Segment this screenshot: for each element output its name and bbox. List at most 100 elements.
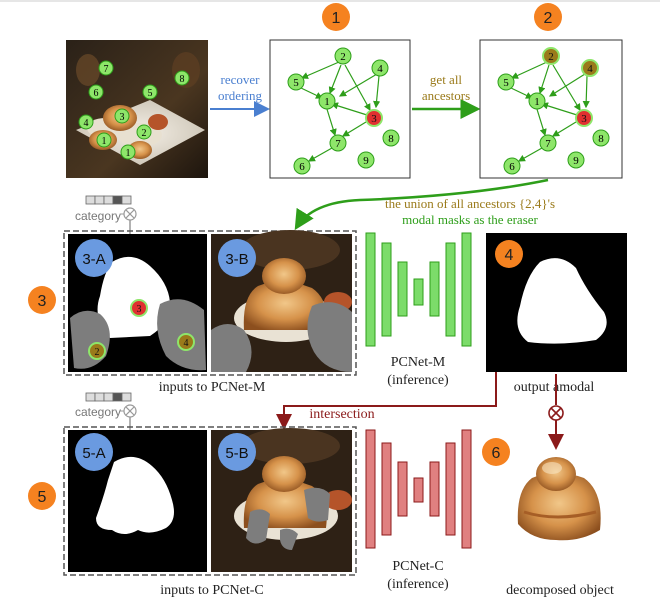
svg-text:6: 6 [94, 88, 99, 99]
union-eraser-arrow [294, 178, 549, 231]
graph2-node-8: 8 [592, 129, 610, 147]
category-embedding-top: category [75, 195, 137, 270]
union-label-2: modal masks as the eraser [402, 212, 538, 227]
pcnet-c-network [365, 429, 472, 549]
recover-label-1: recover [221, 72, 261, 87]
pcnet-m-sub-label: (inference) [387, 373, 449, 388]
decomposed-object-label: decomposed object [506, 583, 614, 598]
photo-node: 8 [174, 70, 190, 86]
graph2-node-9: 9 [567, 151, 585, 169]
svg-text:5-B: 5-B [225, 445, 248, 462]
panel-3b-erased-image: 3-B [211, 230, 352, 372]
svg-text:3-B: 3-B [225, 251, 248, 268]
svg-text:7: 7 [104, 64, 109, 75]
photo-node: 1 [120, 144, 136, 160]
step-2-badge: 2 [534, 3, 562, 31]
graph-node-5: 5 [287, 73, 305, 91]
graph-node-9: 9 [357, 151, 375, 169]
graph-node-1: 1 [318, 92, 336, 110]
svg-text:category: category [75, 405, 121, 419]
photo-node: 6 [88, 84, 104, 100]
svg-text:1: 1 [102, 136, 107, 147]
svg-text:1: 1 [126, 148, 131, 159]
photo-node: 7 [98, 60, 114, 76]
svg-text:2: 2 [95, 347, 100, 358]
graph-node-3: 3 [365, 109, 383, 127]
svg-text:9: 9 [573, 155, 579, 167]
panel-3a-modal-mask: 3 2 4 3-A [68, 234, 207, 372]
output-amodal-label: output amodal [514, 380, 595, 395]
inputs-pcnet-c-label: inputs to PCNet-C [160, 583, 263, 598]
svg-text:4: 4 [505, 247, 514, 264]
pcnet-m-label: PCNet-M [391, 355, 446, 370]
svg-text:3: 3 [137, 304, 142, 315]
svg-text:1: 1 [324, 96, 330, 108]
svg-text:9: 9 [363, 155, 369, 167]
svg-text:5: 5 [38, 489, 47, 506]
pcnet-c-input-frame [63, 426, 357, 576]
svg-text:4: 4 [184, 338, 189, 349]
photo-node: 2 [136, 124, 152, 140]
recover-label-2: ordering [218, 88, 263, 103]
input-photo [66, 40, 208, 178]
svg-text:4: 4 [377, 63, 383, 75]
step-5-badge: 5 [28, 482, 56, 510]
category-embedding-bottom: category [75, 392, 137, 488]
svg-text:7: 7 [545, 138, 551, 150]
output-amodal-mask [486, 233, 627, 372]
pcnet-c-label: PCNet-C [392, 559, 443, 574]
graph-node-6: 6 [293, 157, 311, 175]
graph-node-4: 4 [371, 59, 389, 77]
step-6-badge: 6 [482, 438, 510, 466]
svg-text:3-A: 3-A [82, 251, 105, 268]
ancestors-graph: 2 4 5 1 3 7 8 6 9 [479, 39, 623, 179]
svg-text:5-A: 5-A [82, 445, 105, 462]
svg-text:5: 5 [148, 88, 153, 99]
photo-node: 1 [96, 132, 112, 148]
step-3-badge: 3 [28, 286, 56, 314]
svg-text:2: 2 [544, 10, 553, 27]
svg-text:6: 6 [492, 445, 501, 462]
ancestor-node-2: 2 [542, 47, 560, 65]
svg-text:2: 2 [548, 51, 554, 63]
pcnet-m-network [365, 232, 472, 347]
graph2-node-7: 7 [539, 134, 557, 152]
svg-text:3: 3 [371, 113, 377, 125]
intersection-label: intersection [309, 407, 374, 422]
photo-node: 3 [114, 108, 130, 124]
panel-5b-input-image: 5-B [211, 428, 352, 572]
multiply-output-arrow [548, 374, 564, 450]
svg-text:3: 3 [38, 293, 47, 310]
svg-text:8: 8 [388, 133, 394, 145]
graph2-node-3: 3 [575, 109, 593, 127]
graph-node-7: 7 [329, 134, 347, 152]
svg-text:7: 7 [335, 138, 341, 150]
union-label-1: the union of all ancestors {2,4}'s [385, 196, 555, 211]
decomposed-object-image [517, 457, 601, 541]
svg-text:1: 1 [332, 10, 341, 27]
svg-text:5: 5 [293, 77, 299, 89]
ancestor-node-4: 4 [581, 59, 599, 77]
pcnet-c-sub-label: (inference) [387, 577, 449, 592]
svg-text:8: 8 [180, 74, 185, 85]
occlusion-graph: 2 4 5 1 3 7 8 6 9 [269, 39, 411, 179]
svg-text:4: 4 [587, 63, 593, 75]
svg-text:category: category [75, 209, 121, 223]
svg-text:5: 5 [503, 77, 509, 89]
graph-node-8: 8 [382, 129, 400, 147]
ancestors-label-1: get all [430, 72, 463, 87]
inputs-pcnet-m-label: inputs to PCNet-M [159, 380, 266, 395]
svg-text:8: 8 [598, 133, 604, 145]
step-1-badge: 1 [322, 3, 350, 31]
panel-5a-intersected-mask: 5-A [68, 430, 207, 572]
step-4-badge: 4 [495, 240, 523, 268]
photo-node: 4 [78, 114, 94, 130]
ancestors-label-2: ancestors [422, 88, 470, 103]
graph2-node-5: 5 [497, 73, 515, 91]
pcnet-m-input-frame [63, 230, 357, 376]
intersection-arrow [276, 372, 497, 430]
graph2-node-1: 1 [528, 92, 546, 110]
graph-node-2: 2 [334, 47, 352, 65]
photo-node: 5 [142, 84, 158, 100]
svg-text:6: 6 [509, 161, 515, 173]
